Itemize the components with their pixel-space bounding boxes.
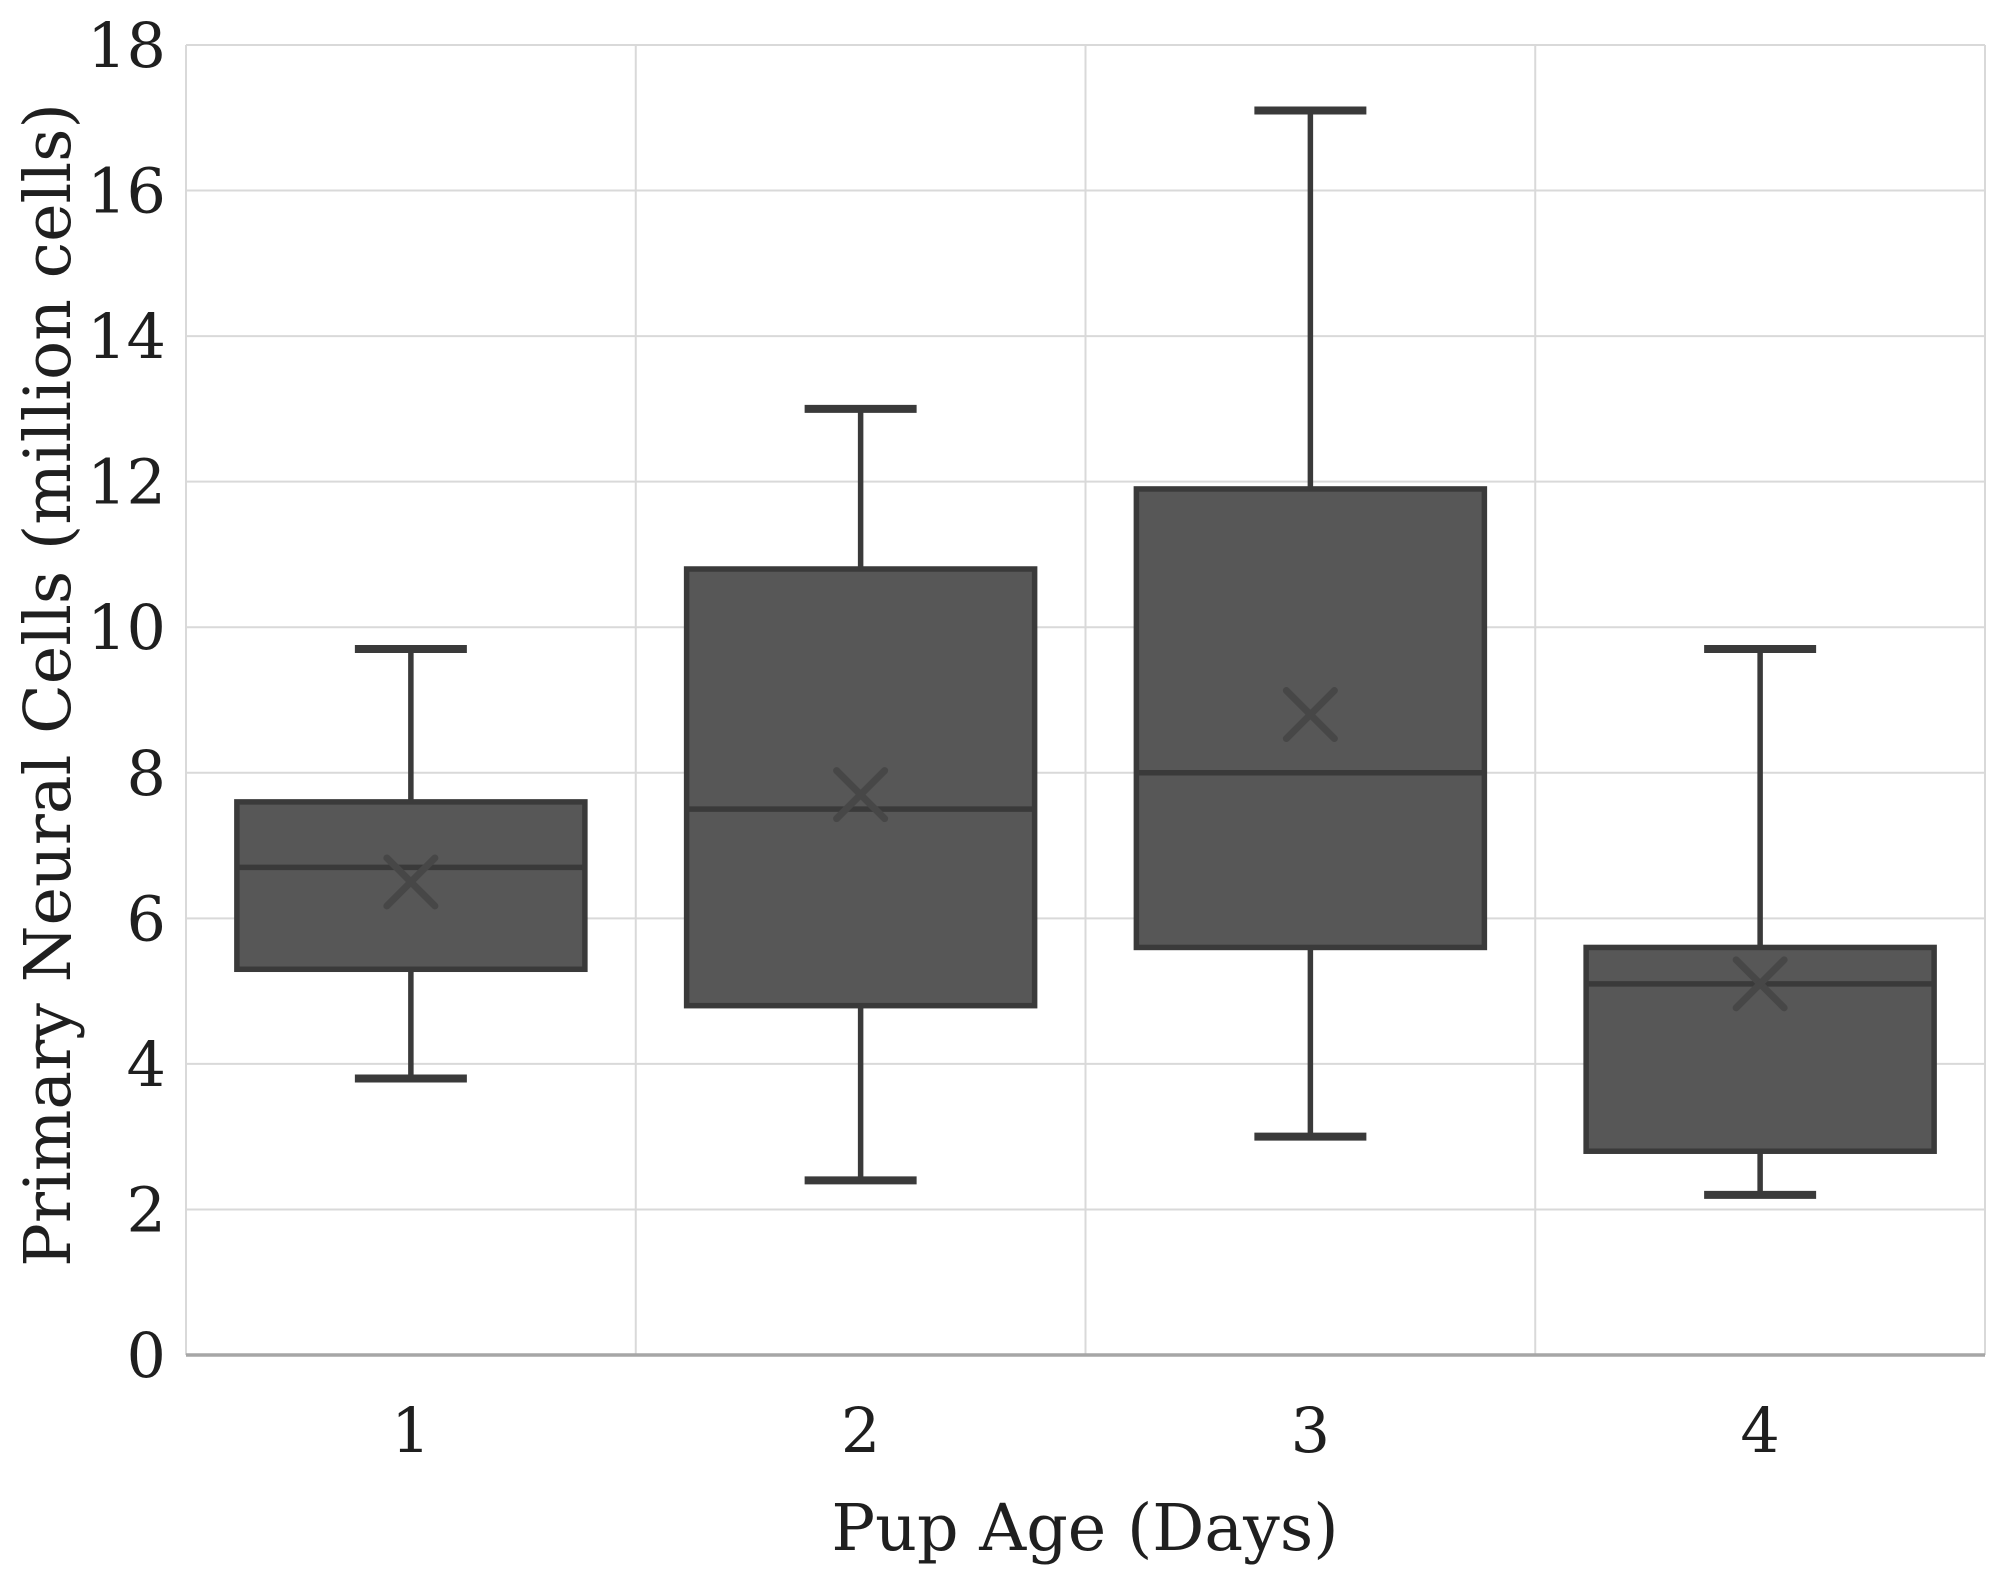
y-tick-label-2: 2 bbox=[127, 1173, 166, 1246]
box-series bbox=[234, 106, 1937, 1199]
mean-x-marker bbox=[1282, 687, 1338, 743]
x-tick-label-2: 2 bbox=[841, 1394, 880, 1467]
box-plot-day-1 bbox=[234, 645, 588, 1083]
box-plot-day-4 bbox=[1583, 645, 1937, 1199]
x-tick-label-3: 3 bbox=[1291, 1394, 1330, 1467]
x-axis-title: Pup Age (Days) bbox=[831, 1491, 1338, 1566]
y-tick-label-16: 16 bbox=[87, 155, 166, 228]
y-tick-label-10: 10 bbox=[87, 591, 166, 664]
box-plot-day-3 bbox=[1133, 106, 1488, 1141]
x-tick-label-1: 1 bbox=[391, 1394, 430, 1467]
y-tick-label-14: 14 bbox=[87, 300, 166, 373]
y-axis-tick-labels: 0 2 4 6 8 10 12 14 16 18 bbox=[87, 9, 166, 1392]
y-tick-label-8: 8 bbox=[127, 737, 166, 810]
y-tick-label-0: 0 bbox=[127, 1319, 166, 1392]
mean-x-marker bbox=[833, 767, 889, 823]
iqr-box bbox=[683, 566, 1038, 1009]
x-axis-tick-labels: 1 2 3 4 bbox=[391, 1394, 1780, 1467]
y-tick-label-12: 12 bbox=[87, 446, 166, 519]
x-tick-label-4: 4 bbox=[1740, 1394, 1779, 1467]
mean-x-marker bbox=[383, 854, 439, 910]
vertical-gridlines bbox=[185, 45, 1986, 1355]
y-tick-label-18: 18 bbox=[87, 9, 166, 82]
iqr-box bbox=[1583, 944, 1937, 1154]
y-tick-label-4: 4 bbox=[127, 1028, 166, 1101]
box-plot-day-2 bbox=[683, 404, 1038, 1185]
y-axis-title: Primary Neural Cells (million cells) bbox=[11, 103, 86, 1267]
mean-x-marker bbox=[1732, 956, 1788, 1012]
y-tick-label-6: 6 bbox=[127, 882, 166, 955]
